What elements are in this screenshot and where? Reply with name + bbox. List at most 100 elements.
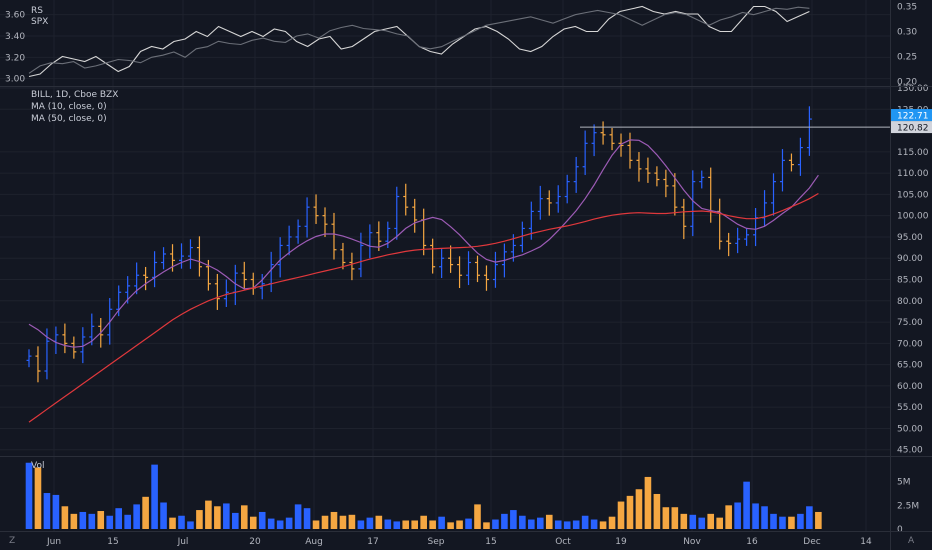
volume-bar[interactable] — [88, 513, 96, 529]
ohlc-bar[interactable] — [394, 186, 400, 240]
ohlc-bar[interactable] — [627, 132, 633, 169]
volume-bar[interactable] — [501, 513, 508, 529]
volume-bar[interactable] — [779, 516, 786, 529]
volume-bar[interactable] — [312, 520, 320, 529]
volume-bar[interactable] — [52, 494, 60, 529]
ohlc-bar[interactable] — [304, 197, 310, 238]
volume-bar[interactable] — [160, 502, 167, 529]
volume-bar[interactable] — [545, 514, 553, 529]
ohlc-bar[interactable] — [313, 194, 319, 224]
ohlc-bar[interactable] — [161, 247, 167, 270]
volume-bar[interactable] — [572, 520, 580, 529]
ohlc-bar[interactable] — [735, 227, 741, 254]
ohlc-bar[interactable] — [672, 173, 678, 216]
ma50-legend-label[interactable]: MA (50, close, 0) — [31, 114, 107, 124]
ohlc-bar[interactable] — [259, 273, 265, 300]
volume-bar[interactable] — [492, 519, 499, 529]
ohlc-bar[interactable] — [457, 256, 463, 289]
ohlc-bar[interactable] — [546, 190, 552, 216]
volume-bar[interactable] — [61, 506, 69, 529]
volume-bar[interactable] — [223, 503, 230, 529]
volume-bar[interactable] — [25, 462, 33, 529]
volume-bar[interactable] — [716, 517, 723, 529]
ohlc-bar[interactable] — [744, 228, 750, 246]
ohlc-bar[interactable] — [412, 198, 418, 233]
ohlc-bar[interactable] — [62, 323, 68, 354]
ohlc-bar[interactable] — [600, 121, 606, 145]
volume-bar[interactable] — [321, 515, 329, 529]
volume-bar[interactable] — [330, 511, 338, 529]
volume-bar[interactable] — [196, 510, 203, 529]
volume-bar[interactable] — [483, 522, 490, 529]
volume-bar[interactable] — [725, 505, 732, 529]
volume-bar[interactable] — [797, 513, 804, 529]
volume-bar[interactable] — [743, 481, 750, 529]
ohlc-bar[interactable] — [214, 273, 220, 310]
ohlc-bar[interactable] — [80, 327, 86, 364]
volume-bar[interactable] — [124, 514, 131, 529]
volume-bar[interactable] — [447, 522, 454, 529]
volume-bar[interactable] — [626, 495, 634, 529]
ohlc-bar[interactable] — [439, 248, 445, 279]
ohlc-bar[interactable] — [681, 198, 687, 240]
volume-bar[interactable] — [554, 520, 562, 529]
ohlc-bar[interactable] — [35, 346, 41, 383]
volume-bar[interactable] — [617, 501, 625, 529]
ohlc-bar[interactable] — [349, 252, 355, 281]
ohlc-bar[interactable] — [358, 232, 364, 278]
ohlc-bar[interactable] — [196, 236, 202, 277]
volume-bar[interactable] — [240, 505, 248, 529]
volume-bar[interactable] — [536, 517, 544, 529]
volume-bar[interactable] — [788, 516, 795, 529]
ohlc-bar[interactable] — [806, 106, 812, 156]
volume-bar[interactable] — [689, 514, 697, 529]
ohlc-bar[interactable] — [797, 137, 803, 176]
volume-bar[interactable] — [662, 507, 670, 529]
ohlc-bar[interactable] — [492, 251, 498, 288]
volume-bar[interactable] — [599, 521, 607, 529]
volume-bar[interactable] — [734, 502, 741, 529]
volume-bar[interactable] — [581, 515, 589, 529]
volume-bar[interactable] — [519, 515, 526, 529]
volume-bar[interactable] — [232, 512, 239, 529]
volume-bar[interactable] — [115, 508, 122, 529]
ohlc-bar[interactable] — [609, 128, 615, 151]
ohlc-bar[interactable] — [89, 313, 95, 346]
volume-bar[interactable] — [474, 504, 481, 529]
ohlc-bar[interactable] — [788, 153, 794, 172]
volume-bar[interactable] — [510, 510, 517, 529]
ohlc-bar[interactable] — [654, 166, 660, 187]
ohlc-bar[interactable] — [582, 130, 588, 176]
volume-bar[interactable] — [590, 519, 598, 529]
ohlc-bar[interactable] — [663, 169, 669, 198]
volume-panel[interactable] — [25, 462, 822, 529]
ohlc-bar[interactable] — [573, 156, 579, 193]
ohlc-bar[interactable] — [403, 183, 409, 216]
volume-bar[interactable] — [214, 506, 221, 529]
ohlc-bar[interactable] — [519, 221, 525, 253]
ohlc-bar[interactable] — [771, 173, 777, 216]
volume-bar[interactable] — [79, 511, 87, 529]
volume-bar[interactable] — [402, 520, 410, 529]
ohlc-bar[interactable] — [331, 212, 337, 260]
volume-bar[interactable] — [285, 517, 293, 529]
volume-bar[interactable] — [563, 521, 571, 529]
volume-bar[interactable] — [151, 464, 158, 529]
volume-bar[interactable] — [644, 476, 652, 529]
ohlc-bar[interactable] — [475, 255, 480, 283]
volume-bar[interactable] — [752, 503, 759, 529]
volume-bar[interactable] — [815, 511, 822, 529]
volume-bar[interactable] — [205, 500, 212, 529]
ohlc-bar[interactable] — [483, 265, 489, 291]
volume-bar[interactable] — [770, 513, 777, 529]
volume-bar[interactable] — [133, 504, 140, 529]
volume-bar[interactable] — [671, 507, 679, 529]
ma50-line[interactable] — [28, 192, 819, 423]
ohlc-bar[interactable] — [340, 242, 346, 270]
ohlc-bar[interactable] — [241, 261, 247, 290]
volume-bar[interactable] — [707, 513, 715, 529]
ohlc-bar[interactable] — [187, 239, 193, 269]
volume-bar[interactable] — [267, 518, 275, 529]
ohlc-bar[interactable] — [591, 124, 597, 157]
volume-bar[interactable] — [761, 506, 768, 529]
